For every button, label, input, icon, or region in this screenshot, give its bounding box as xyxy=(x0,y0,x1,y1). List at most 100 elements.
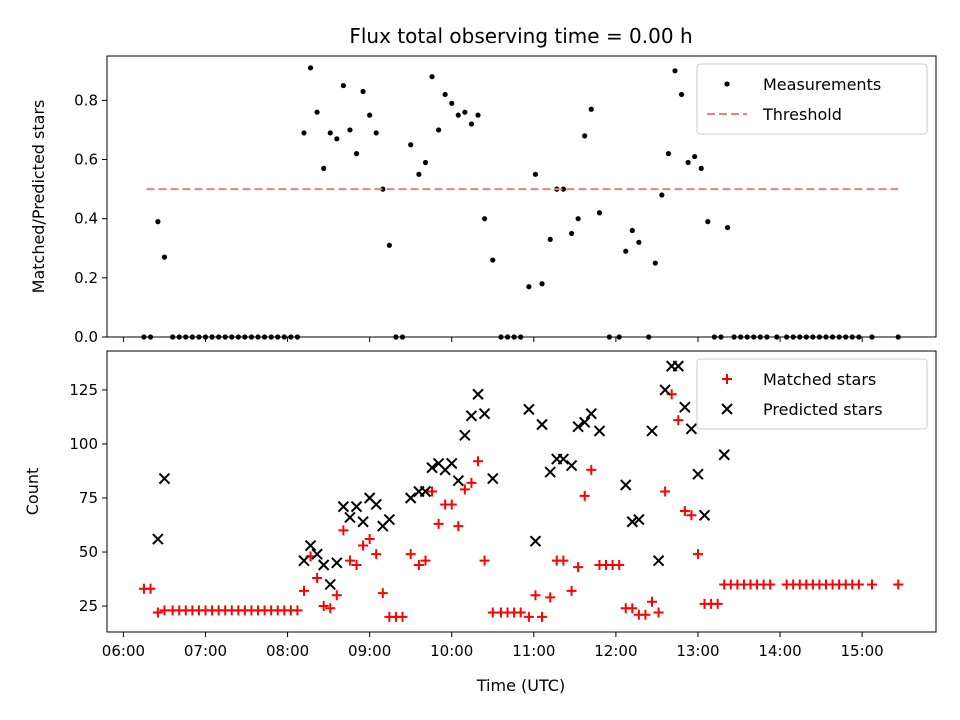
data-point xyxy=(161,254,168,260)
data-point xyxy=(568,230,575,237)
data-point xyxy=(429,74,435,80)
data-point xyxy=(653,607,664,618)
data-point xyxy=(298,554,310,567)
data-point xyxy=(347,127,353,133)
y-tick-label: 100 xyxy=(69,435,98,453)
data-point xyxy=(475,112,481,118)
data-point xyxy=(536,418,548,431)
data-point xyxy=(636,239,642,245)
data-point xyxy=(596,210,603,216)
x-tick-label: 11:00 xyxy=(512,642,555,660)
data-point xyxy=(353,151,360,157)
data-point xyxy=(340,82,346,89)
data-point xyxy=(465,410,478,422)
data-point xyxy=(698,165,704,171)
data-point xyxy=(660,486,671,497)
data-point xyxy=(526,284,532,290)
data-point xyxy=(537,611,548,622)
legend-label: Threshold xyxy=(762,105,842,124)
data-point xyxy=(420,555,431,566)
data-point xyxy=(380,186,386,192)
data-point xyxy=(686,510,697,521)
data-point xyxy=(679,505,690,516)
data-point xyxy=(679,401,691,413)
data-point xyxy=(532,171,539,177)
data-point xyxy=(893,579,904,590)
y-tick-label: 0.6 xyxy=(74,151,98,169)
data-point xyxy=(377,588,388,599)
data-point xyxy=(337,500,350,513)
data-point xyxy=(578,416,591,429)
ratio-y-axis-label: Matched/Predicted stars xyxy=(29,100,48,294)
data-point xyxy=(712,598,723,609)
data-point xyxy=(472,388,484,400)
data-point xyxy=(566,585,577,596)
data-point xyxy=(155,219,161,225)
data-point xyxy=(560,186,566,192)
legend-swatch xyxy=(724,81,730,87)
data-point xyxy=(620,479,632,491)
y-tick-label: 75 xyxy=(79,489,98,507)
data-point xyxy=(408,142,414,148)
legend-label: Matched stars xyxy=(763,370,876,389)
data-point xyxy=(145,583,156,594)
data-point xyxy=(436,127,442,133)
data-point xyxy=(422,159,429,166)
data-point xyxy=(301,130,307,136)
y-tick-label: 0.8 xyxy=(74,91,98,109)
data-point xyxy=(515,607,526,618)
data-point xyxy=(692,153,698,160)
y-tick-label: 0.0 xyxy=(74,328,98,346)
data-point xyxy=(452,474,465,487)
data-point xyxy=(685,159,691,166)
x-tick-label: 07:00 xyxy=(184,642,227,660)
data-point xyxy=(530,590,541,601)
data-point xyxy=(327,130,333,136)
data-point xyxy=(588,106,594,112)
ratio-axes-frame xyxy=(106,55,937,338)
data-point xyxy=(314,109,320,115)
data-point xyxy=(672,68,678,74)
legend-box xyxy=(696,358,928,430)
data-point xyxy=(416,171,422,177)
y-tick-label: 50 xyxy=(79,543,98,561)
data-point xyxy=(544,466,556,478)
data-point xyxy=(334,136,340,142)
series-predicted-stars xyxy=(152,360,730,591)
data-point xyxy=(665,151,672,157)
data-point xyxy=(481,216,488,222)
data-point xyxy=(324,578,336,591)
data-point xyxy=(344,511,356,524)
data-point xyxy=(426,462,438,474)
data-point xyxy=(585,407,597,420)
x-tick-label: 06:00 xyxy=(102,642,145,660)
x-tick-label: 12:00 xyxy=(594,642,637,660)
data-point xyxy=(446,499,457,510)
data-point xyxy=(371,549,382,560)
data-point xyxy=(523,611,534,622)
data-point xyxy=(479,555,490,566)
data-point xyxy=(383,513,396,526)
data-point xyxy=(685,423,698,435)
data-point xyxy=(565,459,578,472)
data-point xyxy=(633,513,645,526)
data-point xyxy=(358,540,369,551)
data-point xyxy=(539,281,545,287)
y-tick-label: 125 xyxy=(69,381,98,399)
data-point xyxy=(413,559,424,570)
data-point xyxy=(350,500,363,513)
data-point xyxy=(646,425,658,437)
data-point xyxy=(652,260,658,266)
data-point xyxy=(453,521,464,532)
data-point xyxy=(623,248,629,254)
data-point xyxy=(397,611,408,622)
data-point xyxy=(692,468,704,480)
data-point xyxy=(466,477,477,488)
legend-swatch xyxy=(721,403,733,415)
data-point xyxy=(629,227,635,234)
data-point xyxy=(433,518,444,529)
data-point xyxy=(659,384,671,396)
data-point xyxy=(678,91,685,98)
legend-label: Measurements xyxy=(763,75,881,94)
